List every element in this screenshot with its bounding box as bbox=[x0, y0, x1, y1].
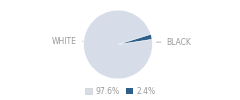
Text: BLACK: BLACK bbox=[156, 38, 192, 47]
Wedge shape bbox=[118, 34, 152, 44]
Wedge shape bbox=[84, 10, 152, 79]
Legend: 97.6%, 2.4%: 97.6%, 2.4% bbox=[82, 83, 158, 99]
Text: WHITE: WHITE bbox=[52, 37, 83, 46]
